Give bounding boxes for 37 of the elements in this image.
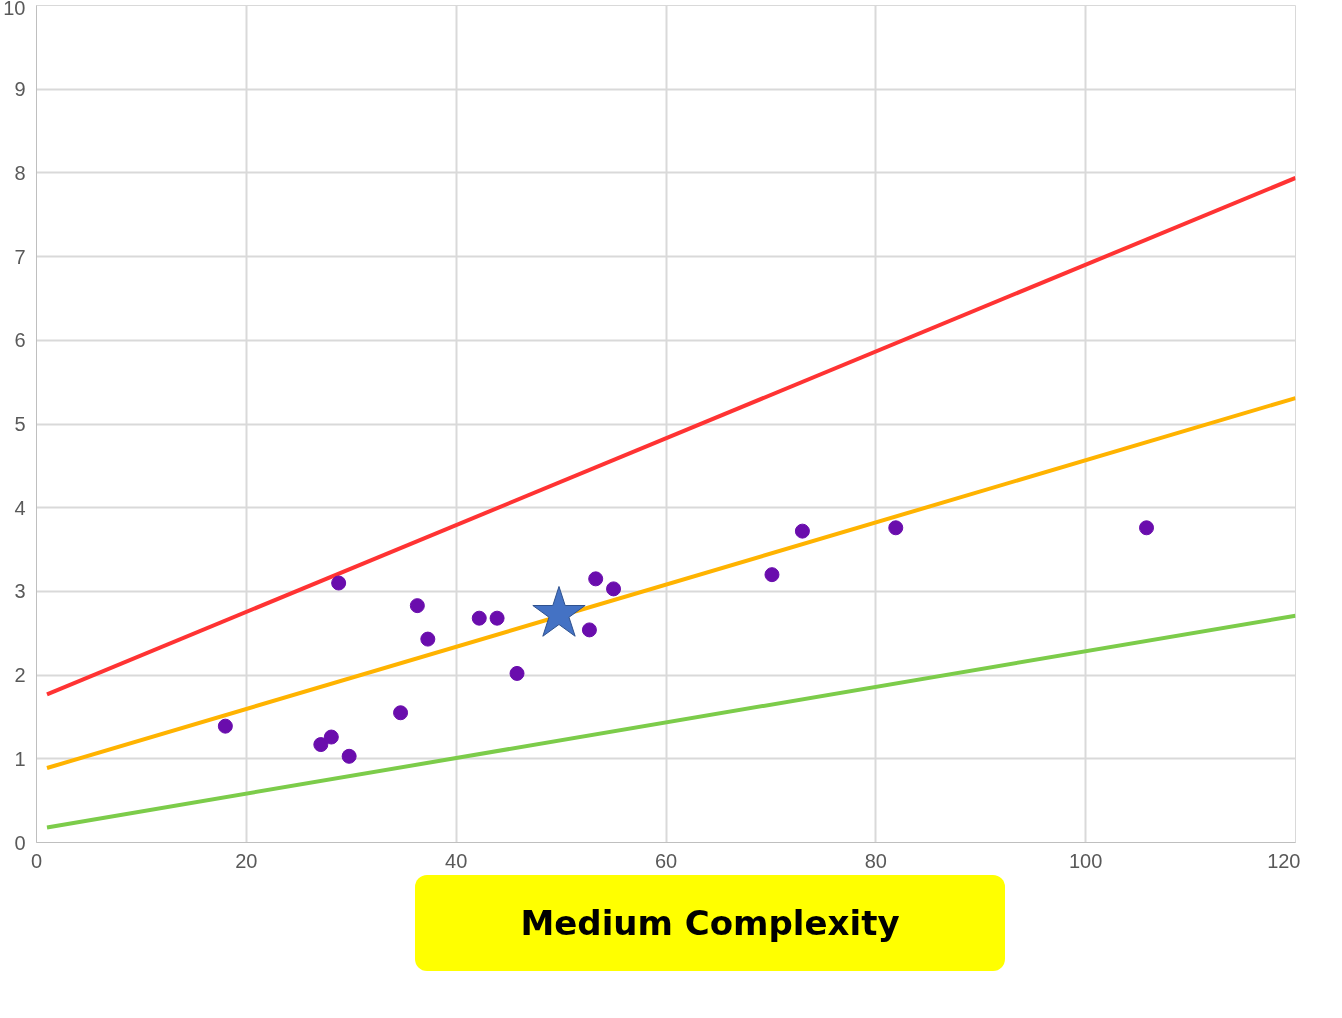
point xyxy=(420,631,436,647)
y-tick-label: 7 xyxy=(14,245,26,268)
point xyxy=(581,622,597,638)
point xyxy=(409,598,425,614)
point xyxy=(331,575,347,591)
point xyxy=(606,581,622,597)
point xyxy=(471,610,487,626)
y-tick-label: 8 xyxy=(14,161,26,184)
y-tick-label: 9 xyxy=(14,78,26,101)
y-tick-label: 3 xyxy=(14,580,26,603)
point xyxy=(393,705,409,721)
point xyxy=(341,748,357,764)
point xyxy=(313,737,329,753)
point xyxy=(764,567,780,583)
point xyxy=(1139,520,1155,536)
x-tick-label: 60 xyxy=(654,849,678,872)
x-tick-label: 80 xyxy=(864,849,887,872)
point xyxy=(888,520,904,536)
y-tick-label: 10 xyxy=(3,0,26,19)
y-tick-label: 0 xyxy=(14,831,26,854)
x-tick-label: 100 xyxy=(1068,849,1103,872)
point xyxy=(794,523,810,539)
point xyxy=(323,729,339,745)
point xyxy=(588,571,604,587)
point xyxy=(217,718,233,734)
x-tick-label: 40 xyxy=(445,849,468,872)
y-tick-label: 4 xyxy=(14,496,26,519)
y-tick-label: 2 xyxy=(14,664,26,687)
point xyxy=(489,610,505,626)
x-tick-label: 120 xyxy=(1267,849,1301,872)
y-tick-label: 1 xyxy=(14,747,26,770)
y-tick-label: 5 xyxy=(14,413,26,435)
point xyxy=(509,665,525,681)
x-tick-label: 0 xyxy=(30,849,43,872)
x-tick-label: 20 xyxy=(235,849,258,872)
text: Medium Complexity xyxy=(415,875,1005,971)
y-tick-label: 6 xyxy=(14,329,26,352)
